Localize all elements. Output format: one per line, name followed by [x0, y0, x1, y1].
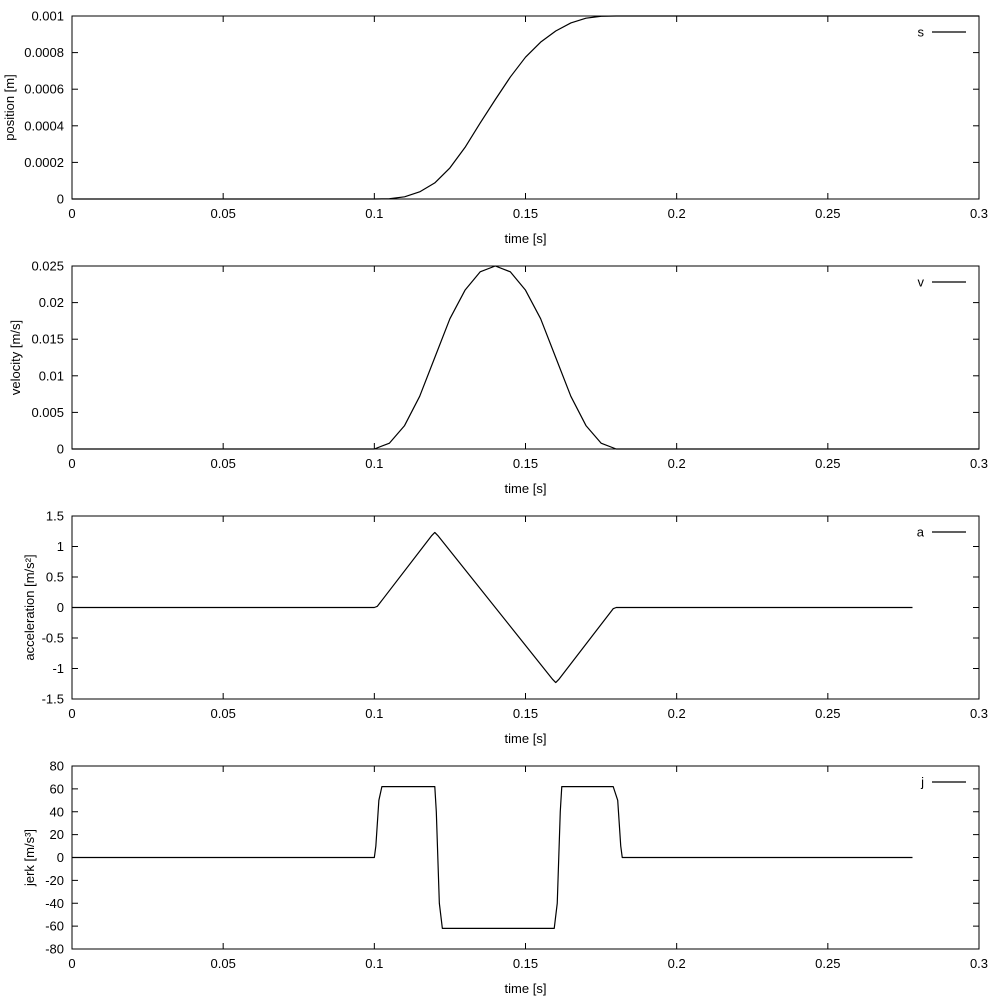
jerk-plot: 0 0.05 0.1 0.15 0.2 0.25 0.3 -80 -60 -40 -20 0 20 40 6… [22, 759, 988, 997]
x-tick-label-0-25: 0.25 [815, 206, 840, 221]
y-tick-label-0-5: 0.5 [46, 570, 64, 585]
y-tick-label-0: 0 [57, 442, 64, 457]
x-tick-label-0-2: 0.2 [668, 956, 686, 971]
y-tick-label-0-0004: 0.0004 [24, 118, 64, 133]
series-line-s [72, 15, 979, 200]
y-tick-label-20: -20 [45, 873, 64, 888]
legend-label-a: a [917, 525, 925, 540]
series-line-j [72, 785, 913, 930]
x-tick-label-0: 0 [68, 456, 75, 471]
y-tick-label-0: 0 [57, 192, 64, 207]
y-tick-label-0-001: 0.001 [31, 9, 64, 24]
legend-label-j: j [920, 775, 924, 790]
y-tick-label-0-0002: 0.0002 [24, 155, 64, 170]
y-tick-label-1-5: -1.5 [42, 692, 64, 707]
x-tick-label-0-3: 0.3 [970, 706, 988, 721]
x-tick-label-0-1: 0.1 [365, 706, 383, 721]
y-tick-label-0-5: -0.5 [42, 631, 64, 646]
y-tick-label-60: 60 [50, 781, 64, 796]
y-axis-label: jerk [m/s³] [22, 829, 37, 887]
y-tick-label-1: -1 [52, 661, 64, 676]
plot-frame [71, 15, 980, 200]
y-tick-label-40: 40 [50, 804, 64, 819]
x-tick-label-0-05: 0.05 [211, 956, 236, 971]
x-axis-label: time [s] [505, 481, 547, 496]
velocity-plot: 0 0.05 0.1 0.15 0.2 0.25 0.3 0 0.005 0.01 0.015 0.0… [8, 259, 988, 497]
x-tick-label-0-25: 0.25 [815, 706, 840, 721]
y-axis-label: acceleration [m/s²] [22, 554, 37, 660]
y-tick-label-0-0008: 0.0008 [24, 45, 64, 60]
series-line-v [72, 265, 979, 450]
x-tick-label-0-3: 0.3 [970, 456, 988, 471]
y-tick-label-40: -40 [45, 896, 64, 911]
y-tick-label-1-5: 1.5 [46, 509, 64, 524]
x-tick-label-0-15: 0.15 [513, 706, 538, 721]
x-tick-label-0-05: 0.05 [211, 456, 236, 471]
y-tick-label-0-005: 0.005 [31, 405, 64, 420]
acceleration-plot: 0 0.05 0.1 0.15 0.2 0.25 0.3 -1.5 -1 -0.5 0 0.5 1 1.5… [22, 509, 988, 747]
y-tick-label-0-0006: 0.0006 [24, 82, 64, 97]
x-tick-label-0-3: 0.3 [970, 956, 988, 971]
x-tick-label-0: 0 [68, 206, 75, 221]
x-tick-label-0-2: 0.2 [668, 456, 686, 471]
y-axis-label: velocity [m/s] [8, 320, 23, 395]
x-tick-label-0-1: 0.1 [365, 956, 383, 971]
y-tick-label-0-015: 0.015 [31, 332, 64, 347]
y-axis-label: position [m] [2, 74, 17, 140]
y-tick-label-1: 1 [57, 539, 64, 554]
x-tick-label-0-2: 0.2 [668, 706, 686, 721]
y-tick-label-80: -80 [45, 942, 64, 957]
x-tick-label-0: 0 [68, 956, 75, 971]
y-tick-label-0-01: 0.01 [39, 368, 64, 383]
x-tick-label-0-15: 0.15 [513, 206, 538, 221]
x-tick-label-0-05: 0.05 [211, 206, 236, 221]
y-tick-label-0: 0 [57, 850, 64, 865]
plot-frame [71, 265, 980, 450]
legend-label-v: v [918, 275, 925, 290]
x-tick-label-0-1: 0.1 [365, 456, 383, 471]
series-line-a [72, 531, 913, 684]
x-axis-label: time [s] [505, 981, 547, 996]
y-tick-label-0: 0 [57, 600, 64, 615]
x-tick-label-0-05: 0.05 [211, 706, 236, 721]
y-tick-label-80: 80 [50, 759, 64, 774]
legend-label-s: s [918, 25, 925, 40]
x-tick-label-0-15: 0.15 [513, 456, 538, 471]
y-tick-label-0-025: 0.025 [31, 259, 64, 274]
position-plot: 0 0.05 0.1 0.15 0.2 0.25 0.3 0 0.0002 0.0004 0.000… [2, 9, 988, 247]
x-axis-label: time [s] [505, 231, 547, 246]
y-tick-label-0-02: 0.02 [39, 295, 64, 310]
x-axis-label: time [s] [505, 731, 547, 746]
x-tick-label-0-1: 0.1 [365, 206, 383, 221]
x-tick-label-0-2: 0.2 [668, 206, 686, 221]
x-tick-label-0-3: 0.3 [970, 206, 988, 221]
y-tick-label-20: 20 [50, 827, 64, 842]
x-tick-label-0-25: 0.25 [815, 456, 840, 471]
x-tick-label-0: 0 [68, 706, 75, 721]
x-tick-label-0-15: 0.15 [513, 956, 538, 971]
x-tick-label-0-25: 0.25 [815, 956, 840, 971]
y-tick-label-60: -60 [45, 919, 64, 934]
